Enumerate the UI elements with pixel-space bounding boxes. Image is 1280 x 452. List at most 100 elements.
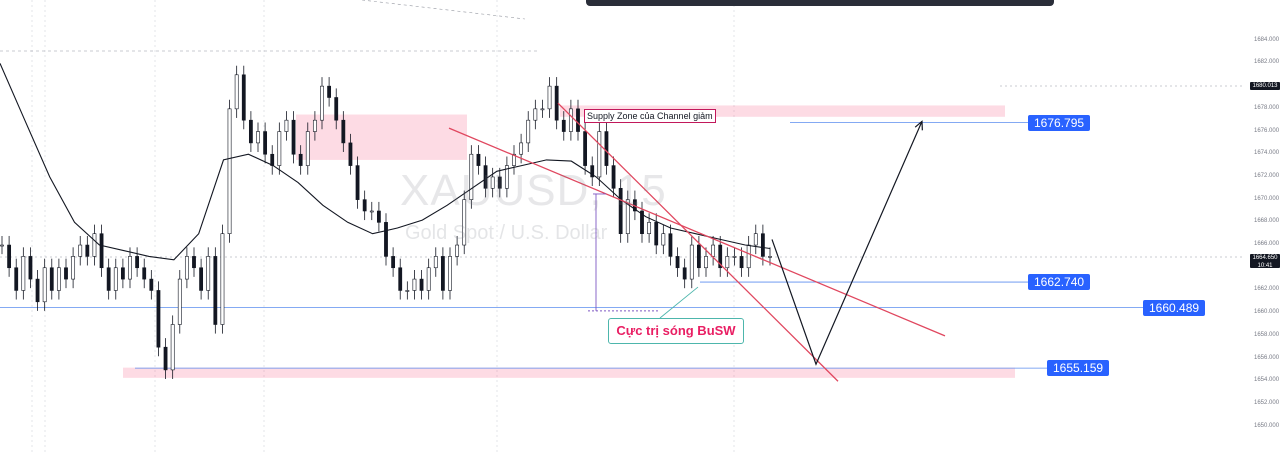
candle-body-92 — [654, 222, 659, 246]
candle-body-0 — [0, 244, 4, 247]
price-tick-label: 1662.000 — [1254, 286, 1280, 293]
price-tick-label: 1658.000 — [1254, 331, 1280, 338]
last-price-tag: 1680.013 — [1250, 82, 1280, 90]
candle-body-41 — [291, 119, 296, 155]
price-badge-1662[interactable]: 1662.740 — [1028, 274, 1091, 291]
candle-body-64 — [455, 244, 460, 257]
current-time-value: 10:41 — [1257, 263, 1273, 269]
candle-body-31 — [220, 233, 225, 325]
candle-body-30 — [213, 256, 218, 325]
current-price-tag: 1664.650 10:41 — [1250, 254, 1280, 269]
projection-arrowhead — [914, 120, 923, 131]
candle-body-18 — [128, 256, 132, 280]
candle-body-78 — [554, 85, 559, 121]
candle-body-66 — [469, 153, 474, 200]
candle-body-9 — [64, 267, 68, 280]
candle-body-52 — [369, 210, 374, 213]
candle-body-101 — [718, 244, 723, 269]
candle-body-11 — [78, 244, 83, 257]
channel-lower-line — [557, 102, 839, 382]
candle-body-90 — [640, 210, 644, 234]
candle-body-34 — [241, 74, 246, 121]
swing-extreme-callout[interactable]: Cực trị sóng BuSW — [608, 318, 744, 344]
price-tick-label: 1678.000 — [1254, 104, 1280, 111]
price-tick-label: 1654.000 — [1254, 377, 1280, 384]
candle-body-43 — [305, 131, 310, 166]
candle-body-73 — [519, 142, 524, 155]
instrument-name-watermark: Gold Spot / U.S. Dollar — [405, 222, 608, 244]
supply-zone-label[interactable]: Supply Zone của Channel giảm — [584, 109, 716, 123]
price-badge-1676[interactable]: 1676.795 — [1028, 114, 1091, 131]
price-tick-label: 1682.000 — [1254, 59, 1280, 66]
candle-body-14 — [99, 233, 104, 269]
candle-body-12 — [85, 244, 90, 257]
candle-body-42 — [298, 153, 303, 166]
drawing-toolbar[interactable] — [586, 0, 1054, 6]
price-tick-label: 1650.000 — [1254, 422, 1280, 429]
candle-body-74 — [526, 119, 531, 144]
candle-body-20 — [142, 267, 147, 280]
candle-body-1 — [7, 244, 12, 269]
symbol-watermark: XAUUSD, 15 — [400, 166, 667, 215]
candle-body-60 — [426, 267, 431, 291]
candle-body-40 — [284, 119, 289, 132]
candle-body-5 — [35, 278, 40, 303]
price-badge-1655[interactable]: 1655.159 — [1047, 360, 1110, 377]
callout-pointer — [659, 286, 699, 319]
candle-body-55 — [391, 256, 396, 269]
candle-body-69 — [490, 176, 495, 189]
candle-body-56 — [398, 267, 403, 291]
candle-body-21 — [149, 278, 154, 291]
candle-body-106 — [753, 233, 758, 246]
candle-body-51 — [362, 199, 367, 212]
price-tick-label: 1684.000 — [1254, 36, 1280, 43]
candle-body-96 — [682, 267, 687, 280]
channel-upper-line — [448, 127, 946, 337]
candle-body-108 — [768, 256, 772, 258]
candle-body-39 — [277, 131, 282, 166]
candle-body-4 — [28, 256, 33, 280]
candle-body-91 — [647, 222, 652, 234]
candle-body-8 — [56, 267, 61, 291]
candle-body-6 — [42, 267, 47, 303]
candle-body-79 — [561, 119, 566, 132]
candle-body-10 — [71, 256, 76, 280]
candle-body-17 — [120, 267, 125, 280]
candle-body-13 — [92, 233, 97, 257]
dashed-trend-top — [361, 0, 526, 20]
candle-body-63 — [448, 256, 452, 291]
candle-body-29 — [206, 256, 211, 291]
price-tick-label: 1656.000 — [1254, 354, 1280, 361]
price-tick-label: 1674.000 — [1254, 150, 1280, 157]
candle-body-82 — [583, 131, 588, 166]
zone-bottom-zone — [123, 367, 1015, 378]
candle-body-25 — [177, 278, 182, 325]
candle-body-2 — [14, 267, 19, 291]
candle-body-75 — [533, 108, 538, 121]
candle-body-3 — [21, 256, 26, 291]
candle-body-98 — [696, 244, 701, 269]
candle-body-22 — [156, 290, 161, 348]
candle-body-80 — [568, 108, 573, 132]
candle-body-88 — [625, 199, 630, 234]
candle-body-36 — [256, 131, 260, 144]
candle-body-93 — [661, 233, 666, 246]
projection-path — [771, 121, 923, 366]
candle-body-103 — [732, 256, 737, 258]
candle-body-97 — [689, 244, 694, 280]
current-price-value: 1664.650 — [1252, 255, 1278, 261]
candle-body-57 — [405, 290, 410, 292]
candle-body-99 — [704, 256, 708, 269]
candle-body-105 — [746, 244, 751, 269]
zone-supply-zone — [560, 105, 1005, 117]
candle-body-53 — [376, 210, 381, 223]
candle-body-35 — [248, 119, 253, 144]
price-badge-1660[interactable]: 1660.489 — [1143, 299, 1206, 316]
candle-body-95 — [675, 256, 680, 269]
candle-body-48 — [341, 119, 346, 144]
candle-body-38 — [270, 153, 275, 166]
candle-body-81 — [576, 108, 580, 132]
candle-body-68 — [483, 165, 488, 189]
